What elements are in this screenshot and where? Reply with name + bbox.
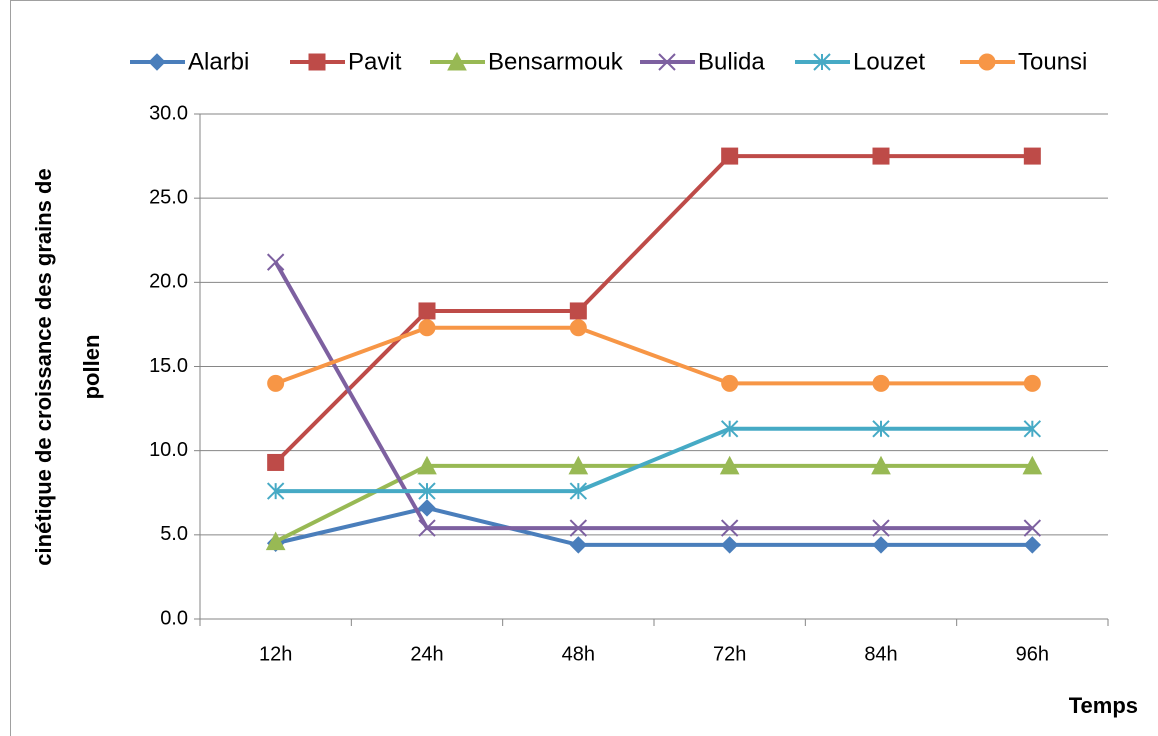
marker xyxy=(308,53,326,71)
marker xyxy=(569,536,588,554)
chart-border xyxy=(10,0,1158,736)
y-axis-label: cinétique de croissance des grains de po… xyxy=(31,168,104,565)
marker xyxy=(813,53,831,71)
marker xyxy=(658,53,676,71)
series-line xyxy=(274,325,1033,386)
marker xyxy=(569,482,588,500)
marker xyxy=(720,519,739,537)
y-tick-label: 0.0 xyxy=(160,607,188,629)
marker xyxy=(418,302,436,320)
x-tick-label: 72h xyxy=(713,643,746,665)
x-axis-label: Temps xyxy=(1069,693,1138,718)
marker xyxy=(569,302,587,320)
legend-label: Tounsi xyxy=(1018,48,1087,75)
marker xyxy=(872,536,890,554)
marker xyxy=(418,519,436,537)
marker xyxy=(1023,536,1042,554)
x-tick-label: 48h xyxy=(562,643,595,665)
series-line xyxy=(274,154,1033,464)
marker xyxy=(417,455,437,475)
marker xyxy=(266,482,285,500)
x-tick-label: 96h xyxy=(1016,643,1049,665)
marker xyxy=(418,499,436,517)
y-tick-label: 25.0 xyxy=(149,186,188,208)
marker xyxy=(719,455,740,475)
series-line xyxy=(275,426,1033,494)
legend-label: Bensarmouk xyxy=(488,48,624,75)
marker xyxy=(568,455,589,475)
marker xyxy=(266,253,285,271)
marker xyxy=(1023,374,1041,392)
legend-label: Louzet xyxy=(853,48,925,75)
marker xyxy=(978,53,996,71)
y-tick-label: 30.0 xyxy=(149,102,188,124)
y-tick-label: 15.0 xyxy=(149,355,188,377)
marker xyxy=(721,147,739,165)
y-axis-label-line: pollen xyxy=(79,335,104,400)
x-tick-label: 84h xyxy=(864,643,897,665)
marker xyxy=(872,519,890,537)
series-line xyxy=(273,261,1033,531)
y-tick-label: 20.0 xyxy=(149,271,188,293)
marker xyxy=(1023,519,1042,537)
marker xyxy=(1022,455,1043,475)
marker xyxy=(148,53,166,71)
marker xyxy=(418,319,436,337)
marker xyxy=(265,531,286,551)
marker xyxy=(872,147,890,165)
legend-label: Pavit xyxy=(348,48,402,75)
x-tick-label: 12h xyxy=(259,643,292,665)
marker xyxy=(569,319,587,337)
legend-label: Bulida xyxy=(698,48,765,75)
marker xyxy=(267,374,285,392)
y-tick-label: 10.0 xyxy=(149,439,188,461)
y-axis-label-line: cinétique de croissance des grains de xyxy=(31,168,56,565)
marker xyxy=(418,482,436,500)
marker xyxy=(1023,147,1041,165)
marker xyxy=(447,51,467,71)
marker xyxy=(1023,420,1042,438)
marker xyxy=(872,420,890,438)
y-tick-label: 5.0 xyxy=(160,523,188,545)
marker xyxy=(721,374,739,392)
series-line xyxy=(274,463,1033,544)
marker xyxy=(569,519,588,537)
marker xyxy=(871,455,891,475)
marker xyxy=(720,536,739,554)
x-tick-label: 24h xyxy=(410,643,443,665)
marker xyxy=(872,374,890,392)
marker xyxy=(720,420,739,438)
series-line xyxy=(275,505,1033,547)
legend-label: Alarbi xyxy=(188,48,249,75)
marker xyxy=(267,453,285,471)
